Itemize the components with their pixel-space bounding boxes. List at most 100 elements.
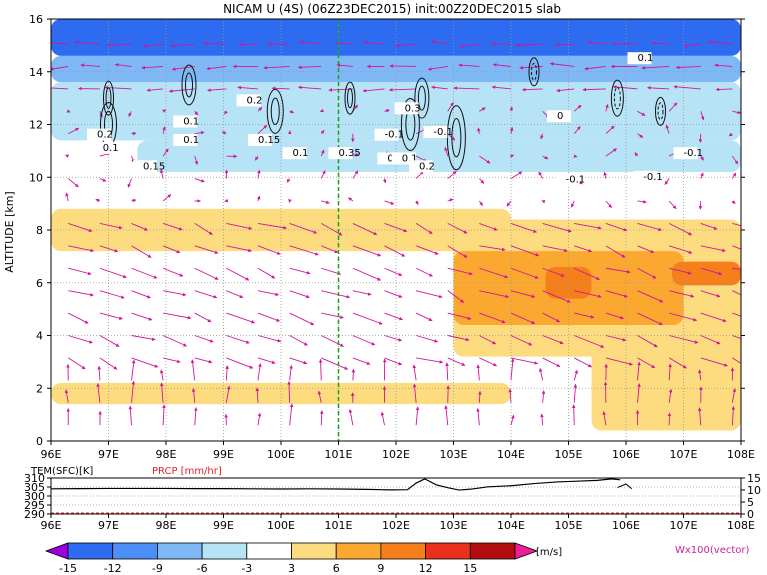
field-region-8 <box>545 266 592 299</box>
wind-vector <box>492 63 512 67</box>
wind-vector <box>637 245 655 254</box>
wind-vector <box>226 245 252 253</box>
subplot-left-label: TEM(SFC)[K] <box>30 466 93 477</box>
contour-loop-inner <box>185 72 193 98</box>
wind-vector <box>255 387 260 403</box>
wind-vector <box>415 245 439 255</box>
wind-vector <box>363 40 385 45</box>
wind-vector <box>202 41 227 46</box>
wind-vector <box>555 42 575 47</box>
colorbar-swatch <box>201 542 248 560</box>
y-tick-label: 0 <box>36 435 43 448</box>
wind-vector <box>641 66 670 70</box>
contour-label: 0.1 <box>293 148 309 159</box>
contour-label: 0.2 <box>419 161 435 172</box>
subplot-x-tick-label: 105E <box>555 519 583 532</box>
wind-vector <box>289 245 319 256</box>
wind-vector <box>634 152 639 157</box>
wind-vector <box>80 63 100 67</box>
wind-vector <box>99 335 120 347</box>
wind-vector <box>700 172 704 179</box>
wind-vector <box>68 357 86 370</box>
wind-vector <box>384 109 390 113</box>
wind-vector <box>271 86 290 91</box>
wind-vector <box>65 192 69 202</box>
wind-vector <box>605 222 628 232</box>
wind-vector <box>444 405 449 426</box>
subplot-left-tick-label: 310 <box>24 472 45 485</box>
colorbar-swatch <box>67 542 114 560</box>
wind-vector <box>190 359 196 381</box>
contour-label: 0.1 <box>638 53 654 64</box>
wind-vector <box>382 178 387 184</box>
wind-vector <box>508 388 512 403</box>
wind-vector <box>700 335 721 345</box>
wind-vector <box>510 267 539 279</box>
wind-vector <box>542 155 549 160</box>
wind-vector <box>664 178 670 185</box>
wind-vector <box>257 290 279 296</box>
wind-vector <box>605 148 617 157</box>
wind-vector <box>479 290 510 299</box>
wind-vector <box>352 222 378 236</box>
wind-vector <box>263 65 290 70</box>
wind-vector <box>289 290 310 299</box>
wind-vector <box>289 403 294 426</box>
wind-vector <box>700 245 726 253</box>
subplot-x-tick-label: 102E <box>382 519 410 532</box>
wind-vector <box>289 357 308 365</box>
contour-label: 0.1 <box>103 143 119 154</box>
wind-vector <box>570 200 575 208</box>
wind-vector <box>574 222 602 230</box>
wind-vector <box>573 154 578 158</box>
wind-vector <box>162 335 187 347</box>
contour-label: -0.1 <box>643 172 663 183</box>
contour-label: 0.15 <box>258 135 280 146</box>
wind-vector <box>571 404 576 426</box>
wind-vector <box>637 222 662 231</box>
wind-vector <box>159 369 164 381</box>
wind-vector <box>540 133 544 140</box>
wind-vector <box>141 65 164 70</box>
wind-vector <box>732 335 741 340</box>
subplot-right-label: PRCP [mm/hr] <box>152 466 222 477</box>
wind-vector <box>668 357 687 369</box>
wind-vector <box>66 109 71 113</box>
wind-vector <box>415 223 433 235</box>
wind-vector <box>540 413 544 426</box>
colorbar-min-arrow <box>44 542 69 560</box>
wind-vector <box>389 64 417 68</box>
colorbar-max-arrow <box>514 542 539 560</box>
subplot-x-tick-label: 97E <box>98 519 119 532</box>
wind-vector <box>602 411 607 426</box>
wind-vector <box>352 267 381 281</box>
wind-vector <box>162 404 166 426</box>
contour-loop <box>181 64 197 106</box>
contour-loop-inner <box>657 102 664 121</box>
contour-label-bg <box>409 160 433 173</box>
x-tick-label: 101E <box>325 448 353 461</box>
wind-vector <box>637 357 656 369</box>
wind-vector <box>431 85 448 90</box>
wind-vector <box>416 357 444 364</box>
wind-vector <box>698 369 702 381</box>
wind-vector <box>257 124 268 135</box>
wind-vector <box>289 109 295 114</box>
wind-vector <box>257 245 281 255</box>
wind-vector <box>194 267 219 280</box>
y-tick-label: 10 <box>29 171 43 184</box>
wind-vector <box>318 358 323 381</box>
contour-label-bg <box>328 147 353 160</box>
wind-vector <box>447 170 457 179</box>
wind-vector <box>732 267 741 270</box>
wind-vector <box>668 223 693 236</box>
wind-vector <box>637 312 663 326</box>
wind-vector <box>556 88 575 93</box>
wind-vector <box>605 290 628 298</box>
wind-vector <box>384 335 402 342</box>
contour-label: 0.2 <box>247 95 263 106</box>
wind-vector <box>384 267 403 276</box>
wind-vector <box>447 223 468 234</box>
y-tick-label: 14 <box>29 66 43 79</box>
contour-label: -0.1 <box>385 130 405 141</box>
